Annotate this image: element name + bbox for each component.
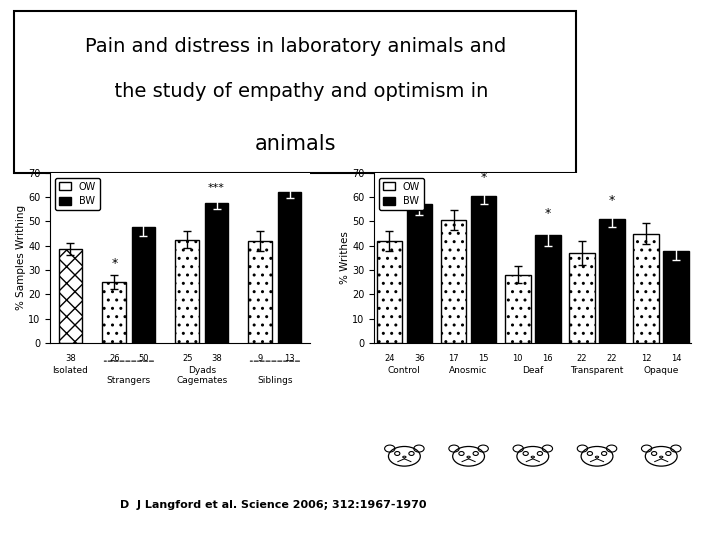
Text: *: *	[480, 171, 487, 184]
Bar	[407, 204, 432, 343]
Text: Anosmic: Anosmic	[449, 366, 487, 375]
Text: 22: 22	[577, 354, 588, 363]
Text: Transparent: Transparent	[570, 366, 624, 375]
Bar	[278, 192, 302, 343]
Text: 15: 15	[478, 354, 489, 363]
Bar	[248, 241, 272, 343]
Bar	[599, 219, 625, 343]
Text: animals: animals	[254, 133, 336, 154]
Text: 12: 12	[641, 354, 652, 363]
Bar	[204, 203, 228, 343]
Text: Pain and distress in laboratory animals and: Pain and distress in laboratory animals …	[84, 37, 506, 56]
Text: Control: Control	[388, 366, 420, 375]
Bar	[377, 241, 402, 343]
Text: 24: 24	[384, 354, 395, 363]
Text: Siblings: Siblings	[257, 376, 292, 384]
Bar	[505, 275, 531, 343]
Text: *: *	[416, 177, 423, 190]
Bar	[634, 233, 659, 343]
Text: 10: 10	[513, 354, 523, 363]
Bar	[471, 196, 496, 343]
Text: 26: 26	[109, 354, 120, 363]
Bar	[58, 249, 82, 343]
Text: 17: 17	[449, 354, 459, 363]
Text: *: *	[544, 207, 551, 220]
Text: Opaque: Opaque	[644, 366, 679, 375]
Legend: OW, BW: OW, BW	[379, 178, 424, 210]
Text: 25: 25	[182, 354, 192, 363]
Text: 9: 9	[258, 354, 263, 363]
Text: D  J Langford et al. Science 2006; 312:1967-1970: D J Langford et al. Science 2006; 312:19…	[120, 500, 427, 510]
Y-axis label: % Writhes: % Writhes	[340, 232, 349, 284]
Text: 38: 38	[211, 354, 222, 363]
Bar	[663, 251, 689, 343]
Text: 36: 36	[414, 354, 425, 363]
Bar	[102, 282, 126, 343]
Bar	[441, 220, 467, 343]
Text: 16: 16	[542, 354, 553, 363]
Text: 38: 38	[65, 354, 76, 363]
Text: 22: 22	[607, 354, 617, 363]
Text: *: *	[609, 194, 615, 207]
Text: 13: 13	[284, 354, 294, 363]
Text: 50: 50	[138, 354, 149, 363]
Text: Cagemates: Cagemates	[176, 376, 228, 384]
Legend: OW, BW: OW, BW	[55, 178, 100, 210]
Y-axis label: % Samples Writhing: % Samples Writhing	[16, 205, 25, 310]
Text: 14: 14	[671, 354, 681, 363]
Text: ***: ***	[208, 184, 225, 193]
Text: Strangers: Strangers	[107, 376, 151, 384]
Text: *: *	[111, 257, 117, 270]
Text: Isolated: Isolated	[53, 366, 89, 375]
Bar	[535, 235, 561, 343]
Text: Dyads: Dyads	[188, 366, 216, 375]
Bar	[176, 240, 199, 343]
Text: the study of empathy and optimism in: the study of empathy and optimism in	[102, 82, 488, 102]
Bar	[570, 253, 595, 343]
Text: Deaf: Deaf	[522, 366, 544, 375]
Bar	[132, 227, 156, 343]
FancyBboxPatch shape	[14, 11, 576, 173]
